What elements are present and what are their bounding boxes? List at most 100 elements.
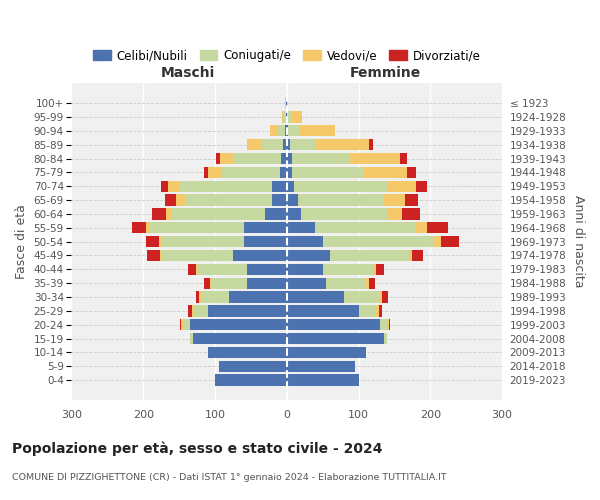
Bar <box>287 374 359 386</box>
Bar <box>287 208 301 220</box>
Bar <box>287 305 359 316</box>
Bar <box>244 222 287 234</box>
Bar <box>160 250 161 261</box>
Bar <box>220 153 235 164</box>
Bar <box>287 264 323 275</box>
Bar <box>218 360 287 372</box>
Bar <box>186 194 272 206</box>
Bar <box>247 139 262 150</box>
Bar <box>269 125 278 136</box>
Bar <box>161 180 169 192</box>
Bar <box>407 166 416 178</box>
Bar <box>400 153 407 164</box>
Bar <box>350 153 400 164</box>
Bar <box>169 180 179 192</box>
Bar <box>287 112 291 122</box>
Bar <box>359 305 376 316</box>
Bar <box>434 236 441 248</box>
Bar <box>188 264 196 275</box>
Bar <box>369 139 373 150</box>
Bar <box>287 139 290 150</box>
Bar <box>287 125 288 136</box>
Bar <box>287 278 326 289</box>
Bar <box>215 374 287 386</box>
Bar <box>401 208 419 220</box>
Bar <box>287 222 316 234</box>
Bar <box>298 194 383 206</box>
Bar <box>287 319 380 330</box>
Bar <box>287 347 365 358</box>
Bar <box>286 112 287 122</box>
Bar <box>161 250 233 261</box>
Bar <box>387 180 416 192</box>
Bar <box>387 208 401 220</box>
Bar <box>188 305 192 316</box>
Bar <box>176 194 186 206</box>
Bar <box>383 194 405 206</box>
Bar <box>233 250 287 261</box>
Bar <box>376 305 379 316</box>
Bar <box>165 194 176 206</box>
Bar <box>132 222 146 234</box>
Bar <box>192 305 193 316</box>
Text: Popolazione per età, sesso e stato civile - 2024: Popolazione per età, sesso e stato civil… <box>12 441 383 456</box>
Bar <box>244 236 287 248</box>
Bar <box>364 166 407 178</box>
Bar <box>208 347 287 358</box>
Bar <box>210 278 211 289</box>
Bar <box>180 319 181 330</box>
Bar <box>146 236 159 248</box>
Bar <box>190 319 287 330</box>
Y-axis label: Anni di nascita: Anni di nascita <box>572 196 585 288</box>
Bar <box>211 278 247 289</box>
Bar <box>262 139 283 150</box>
Bar <box>405 194 418 206</box>
Bar <box>379 305 382 316</box>
Bar <box>380 292 382 302</box>
Bar <box>235 153 281 164</box>
Bar <box>222 166 280 178</box>
Bar <box>287 194 298 206</box>
Bar <box>441 236 459 248</box>
Bar <box>204 166 208 178</box>
Bar <box>288 125 299 136</box>
Bar <box>287 166 292 178</box>
Bar <box>204 278 210 289</box>
Bar <box>316 222 416 234</box>
Bar <box>166 208 172 220</box>
Bar <box>181 319 182 330</box>
Bar <box>323 236 434 248</box>
Bar <box>330 250 409 261</box>
Bar <box>383 333 387 344</box>
Bar <box>172 208 265 220</box>
Bar <box>389 319 390 330</box>
Bar <box>369 278 375 289</box>
Text: Femmine: Femmine <box>350 66 421 80</box>
Legend: Celibi/Nubili, Coniugati/e, Vedovi/e, Divorziati/e: Celibi/Nubili, Coniugati/e, Vedovi/e, Di… <box>88 44 485 67</box>
Bar <box>299 125 335 136</box>
Bar <box>199 292 200 302</box>
Bar <box>193 305 208 316</box>
Bar <box>409 250 412 261</box>
Bar <box>159 236 161 248</box>
Bar <box>147 250 160 261</box>
Bar <box>280 166 287 178</box>
Bar <box>200 292 229 302</box>
Bar <box>287 153 292 164</box>
Bar <box>286 98 287 109</box>
Bar <box>380 319 387 330</box>
Bar <box>286 125 287 136</box>
Bar <box>292 153 350 164</box>
Bar <box>291 112 302 122</box>
Bar <box>278 125 286 136</box>
Bar <box>182 319 190 330</box>
Bar <box>387 319 389 330</box>
Bar <box>190 333 193 344</box>
Bar <box>373 264 376 275</box>
Bar <box>382 292 388 302</box>
Bar <box>151 222 244 234</box>
Bar <box>179 180 272 192</box>
Bar <box>287 333 383 344</box>
Y-axis label: Fasce di età: Fasce di età <box>15 204 28 279</box>
Bar <box>326 278 365 289</box>
